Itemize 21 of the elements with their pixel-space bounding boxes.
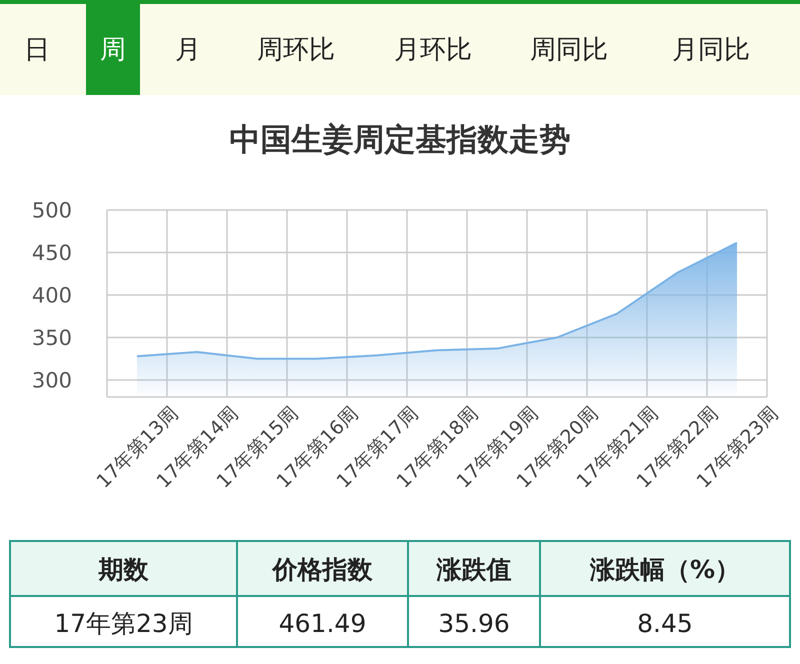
text: 周同比 bbox=[530, 35, 608, 65]
y-tick-label: 500 bbox=[32, 198, 72, 222]
chart-title: 中国生姜周定基指数走势 bbox=[230, 122, 570, 158]
text: 月同比 bbox=[672, 35, 750, 65]
text: 价格指数 bbox=[272, 555, 374, 584]
y-tick-label: 450 bbox=[32, 240, 72, 265]
text: 周环比 bbox=[257, 35, 335, 65]
text: 涨跌值 bbox=[436, 555, 512, 584]
text: 35.96 bbox=[438, 609, 510, 638]
text: 日 bbox=[24, 35, 50, 65]
text: 期数 bbox=[98, 555, 150, 584]
y-tick-label: 350 bbox=[32, 326, 72, 350]
y-tick-label: 300 bbox=[32, 368, 72, 392]
text: 月 bbox=[175, 35, 201, 65]
text: 月环比 bbox=[394, 35, 472, 65]
text: 461.49 bbox=[278, 609, 366, 638]
y-tick-label: 400 bbox=[32, 283, 72, 308]
text: 周 bbox=[100, 35, 126, 65]
text: 8.45 bbox=[637, 609, 693, 638]
text: 涨跌幅（%） bbox=[588, 555, 740, 584]
text: 17年第23周 bbox=[54, 609, 193, 638]
